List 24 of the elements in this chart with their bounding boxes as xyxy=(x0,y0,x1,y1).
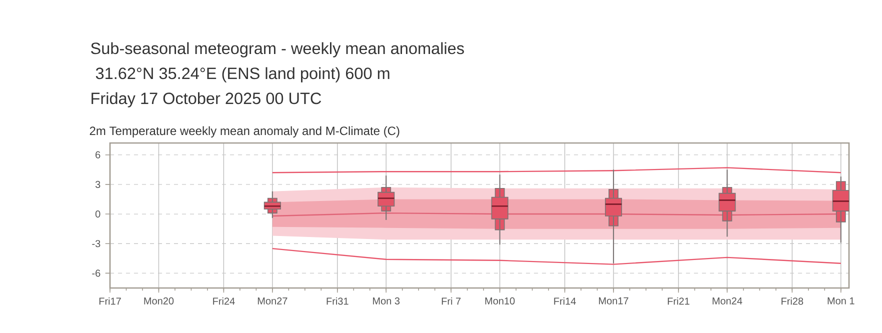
x-tick-label: Fri 7 xyxy=(442,297,461,305)
chart-subtitle: 31.62°N 35.24°E (ENS land point) 600 m xyxy=(96,67,390,82)
x-tick-label: Fri14 xyxy=(554,297,576,305)
x-tick-label: Mon 1 xyxy=(828,297,854,304)
y-tick-label: 0 xyxy=(95,210,100,218)
x-tick-label: Mon17 xyxy=(599,297,628,304)
x-tick-label: Fri31 xyxy=(326,297,348,305)
x-tick-label: Mon 3 xyxy=(373,297,400,304)
x-tick-label: Mon24 xyxy=(712,297,742,304)
x-tick-label: Mon10 xyxy=(485,297,515,304)
text: Friday 17 October 2025 00 UTC xyxy=(92,92,322,108)
x-tick-label: Fri24 xyxy=(213,297,235,305)
y-tick-label: 3 xyxy=(95,180,100,188)
line-series xyxy=(272,248,842,265)
x-tick-label: Mon27 xyxy=(258,297,288,304)
y-tick-label: -3 xyxy=(92,240,100,248)
y-tick-label: 6 xyxy=(96,151,100,158)
text: 2m Temperature weekly mean anomaly and M-Climate (C) xyxy=(90,126,400,138)
x-tick-label: Fri17 xyxy=(99,297,121,305)
x-tick-label: Mon20 xyxy=(144,297,174,304)
chart-title: Sub-seasonal meteogram - weekly mean anomalies xyxy=(91,42,464,58)
x-tick-label: Fri21 xyxy=(668,297,690,305)
x-tick-label: Fri28 xyxy=(782,297,804,305)
y-tick-label: -6 xyxy=(92,270,100,277)
